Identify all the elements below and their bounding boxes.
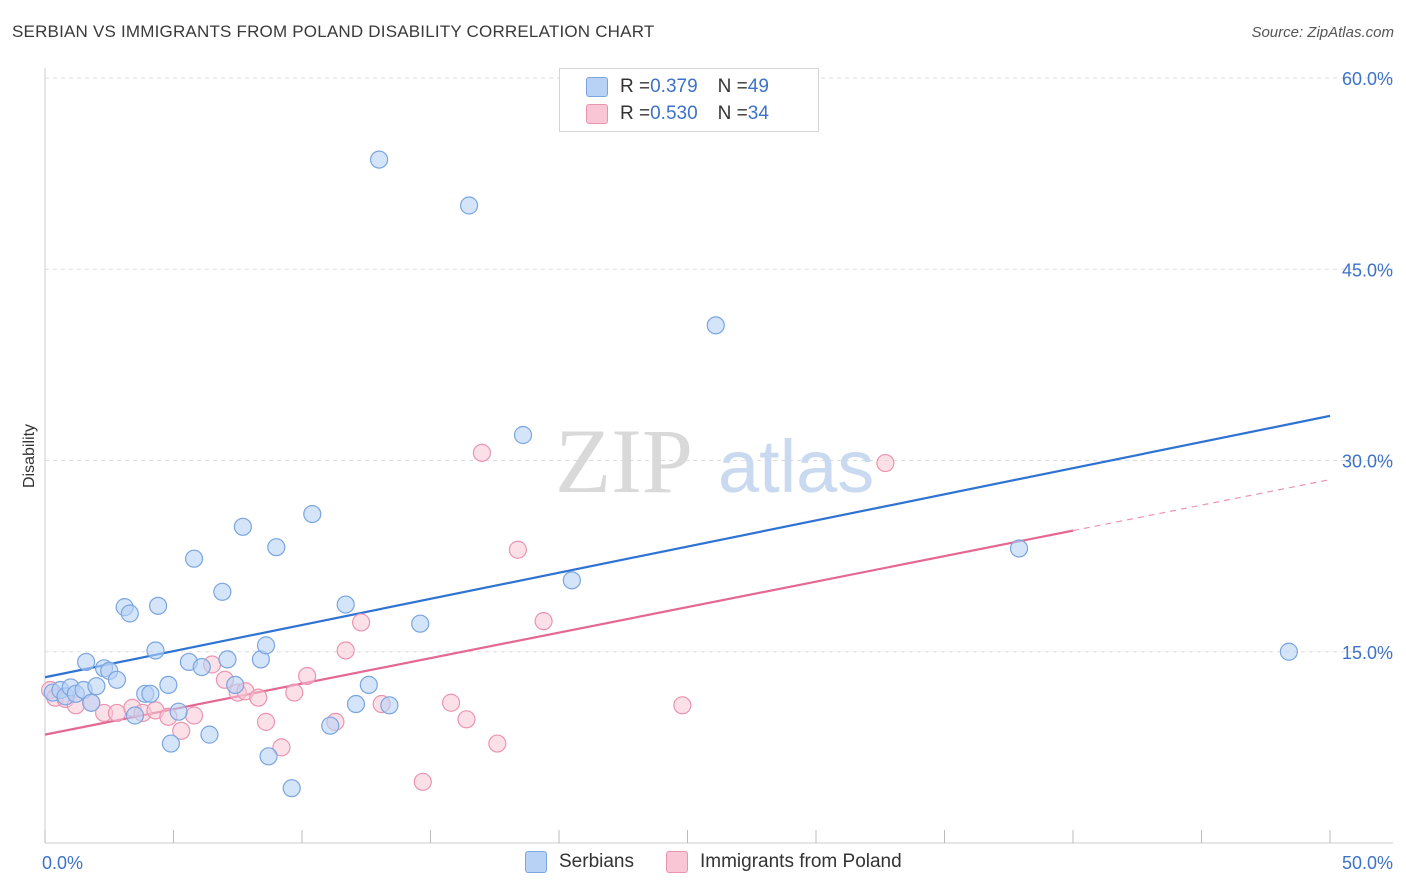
watermark-zip: ZIP	[555, 410, 693, 512]
point-serbians	[161, 734, 181, 753]
legend-swatch-serbians	[586, 77, 608, 97]
point-serbians	[125, 706, 145, 725]
x-tick-label-min: 0.0%	[42, 853, 83, 873]
legend-n-label: N =	[717, 103, 748, 124]
point-serbians	[267, 538, 286, 557]
point-serbians	[77, 652, 96, 672]
point-poland	[673, 696, 692, 715]
point-poland	[508, 540, 527, 559]
point-poland	[352, 613, 371, 632]
point-serbians	[107, 670, 127, 689]
point-serbians	[562, 571, 581, 590]
legend-row-poland: R = 0.530 N = 34	[586, 102, 769, 126]
bottom-legend-swatch-poland	[666, 851, 688, 873]
point-serbians	[148, 596, 168, 615]
y-tick-label: 60.0%	[1342, 69, 1393, 89]
trend-line-poland-extension	[1072, 479, 1331, 532]
y-tick-labels: 15.0% 30.0% 45.0% 60.0%	[1342, 69, 1393, 663]
point-serbians	[256, 636, 276, 655]
trend-line-serbians	[44, 414, 1331, 679]
point-serbians	[380, 696, 399, 715]
point-serbians	[1009, 539, 1029, 558]
chart-source: Source: ZipAtlas.com	[1251, 24, 1394, 41]
bottom-legend: Serbians Immigrants from Poland	[0, 851, 1406, 879]
point-serbians	[233, 517, 252, 536]
bottom-legend-label-poland: Immigrants from Poland	[700, 851, 902, 872]
y-axis-title: Disability	[21, 424, 38, 488]
legend-swatch-poland	[586, 104, 608, 124]
x-tick-label-max: 50.0%	[1342, 853, 1393, 873]
point-serbians	[226, 675, 245, 695]
watermark-atlas: atlas	[718, 425, 874, 508]
x-ticks	[44, 830, 1331, 843]
point-serbians	[159, 675, 178, 695]
point-serbians	[706, 316, 725, 335]
trend-lines	[44, 414, 1331, 736]
point-serbians	[411, 614, 430, 633]
legend-row-serbians: R = 0.379 N = 49	[586, 75, 769, 99]
points-serbians	[43, 150, 1298, 798]
point-poland	[272, 738, 291, 757]
point-serbians	[218, 650, 237, 669]
legend: R = 0.379 N = 49 R = 0.530 N = 34	[559, 68, 819, 132]
point-serbians	[184, 549, 204, 568]
point-poland	[472, 443, 491, 462]
bottom-legend-label-serbians: Serbians	[559, 851, 634, 872]
point-poland	[413, 772, 432, 791]
point-poland	[249, 688, 268, 707]
y-tick-label: 45.0%	[1342, 260, 1393, 280]
point-serbians	[321, 716, 340, 735]
point-serbians	[459, 196, 479, 215]
point-serbians	[513, 425, 533, 445]
point-serbians	[200, 725, 219, 744]
bottom-legend-poland: Immigrants from Poland	[666, 851, 902, 873]
point-serbians	[370, 150, 389, 169]
point-poland	[457, 710, 476, 729]
point-poland	[441, 693, 461, 712]
point-poland	[534, 612, 553, 631]
point-serbians	[146, 641, 165, 660]
legend-r-label: R =	[620, 76, 651, 97]
point-serbians	[87, 677, 106, 696]
point-serbians	[82, 693, 101, 712]
point-poland	[876, 453, 895, 473]
gridlines	[45, 77, 1393, 653]
point-poland	[184, 706, 204, 725]
legend-r-value: 0.379	[650, 76, 698, 97]
y-tick-label: 15.0%	[1342, 643, 1393, 663]
point-poland	[285, 683, 304, 702]
point-serbians	[1279, 642, 1298, 661]
point-serbians	[359, 675, 378, 695]
point-poland	[488, 734, 507, 753]
point-serbians	[282, 779, 301, 798]
point-serbians	[120, 604, 139, 623]
point-serbians	[213, 582, 232, 601]
axes	[44, 68, 1393, 844]
point-poland	[172, 721, 191, 740]
point-serbians	[303, 504, 322, 524]
y-tick-label: 30.0%	[1342, 452, 1393, 472]
point-serbians	[141, 684, 160, 703]
point-serbians	[346, 694, 366, 714]
chart-title: SERBIAN VS IMMIGRANTS FROM POLAND DISABI…	[12, 22, 655, 41]
legend-n-label: N =	[717, 76, 748, 97]
bottom-legend-swatch-serbians	[525, 851, 547, 873]
point-poland	[336, 641, 355, 660]
bottom-legend-serbians: Serbians	[525, 851, 634, 873]
point-poland	[298, 666, 317, 686]
point-poland	[256, 712, 276, 731]
trend-line-poland	[44, 529, 1074, 736]
legend-n-value: 49	[747, 76, 769, 97]
point-serbians	[259, 747, 278, 766]
point-poland	[107, 703, 127, 723]
point-serbians	[192, 657, 211, 677]
legend-n-value: 34	[747, 103, 769, 124]
watermark: ZIP atlas	[555, 410, 874, 512]
legend-r-label: R =	[620, 103, 651, 124]
legend-r-value: 0.530	[650, 103, 698, 124]
point-serbians	[169, 702, 188, 721]
point-serbians	[336, 595, 355, 614]
